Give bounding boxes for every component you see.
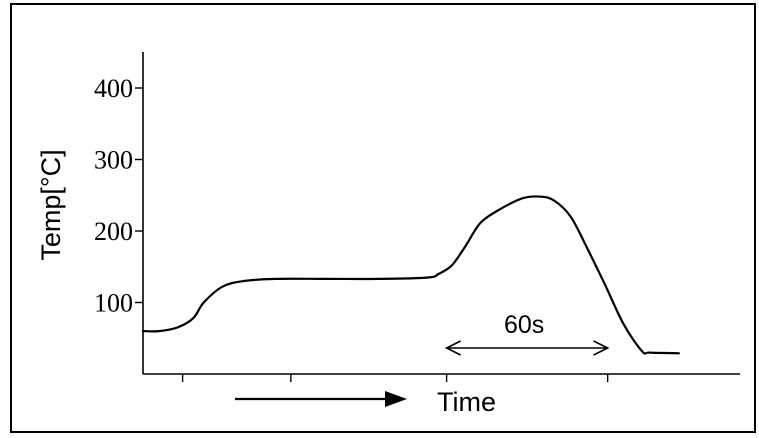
temperature-curve — [141, 195, 680, 355]
duration-annotation: 60s — [444, 311, 610, 356]
y-tick-label: 400 — [94, 74, 133, 103]
y-tick-label: 200 — [94, 217, 133, 246]
x-axis-label: Time — [437, 387, 496, 417]
time-direction-arrow — [235, 391, 407, 407]
figure-frame — [10, 3, 756, 433]
plot-area: 100 200 300 400 60s — [94, 52, 740, 382]
y-tick-label: 300 — [94, 146, 133, 175]
y-axis-label: Temp[°C] — [36, 149, 66, 260]
y-tick-label: 100 — [94, 289, 133, 318]
y-ticks: 100 200 300 400 — [94, 74, 143, 318]
duration-bracket-left-head — [444, 340, 461, 356]
duration-label: 60s — [504, 311, 544, 339]
time-arrow-head — [385, 391, 407, 407]
duration-bracket-right-head — [593, 340, 610, 356]
x-ticks — [181, 374, 609, 382]
